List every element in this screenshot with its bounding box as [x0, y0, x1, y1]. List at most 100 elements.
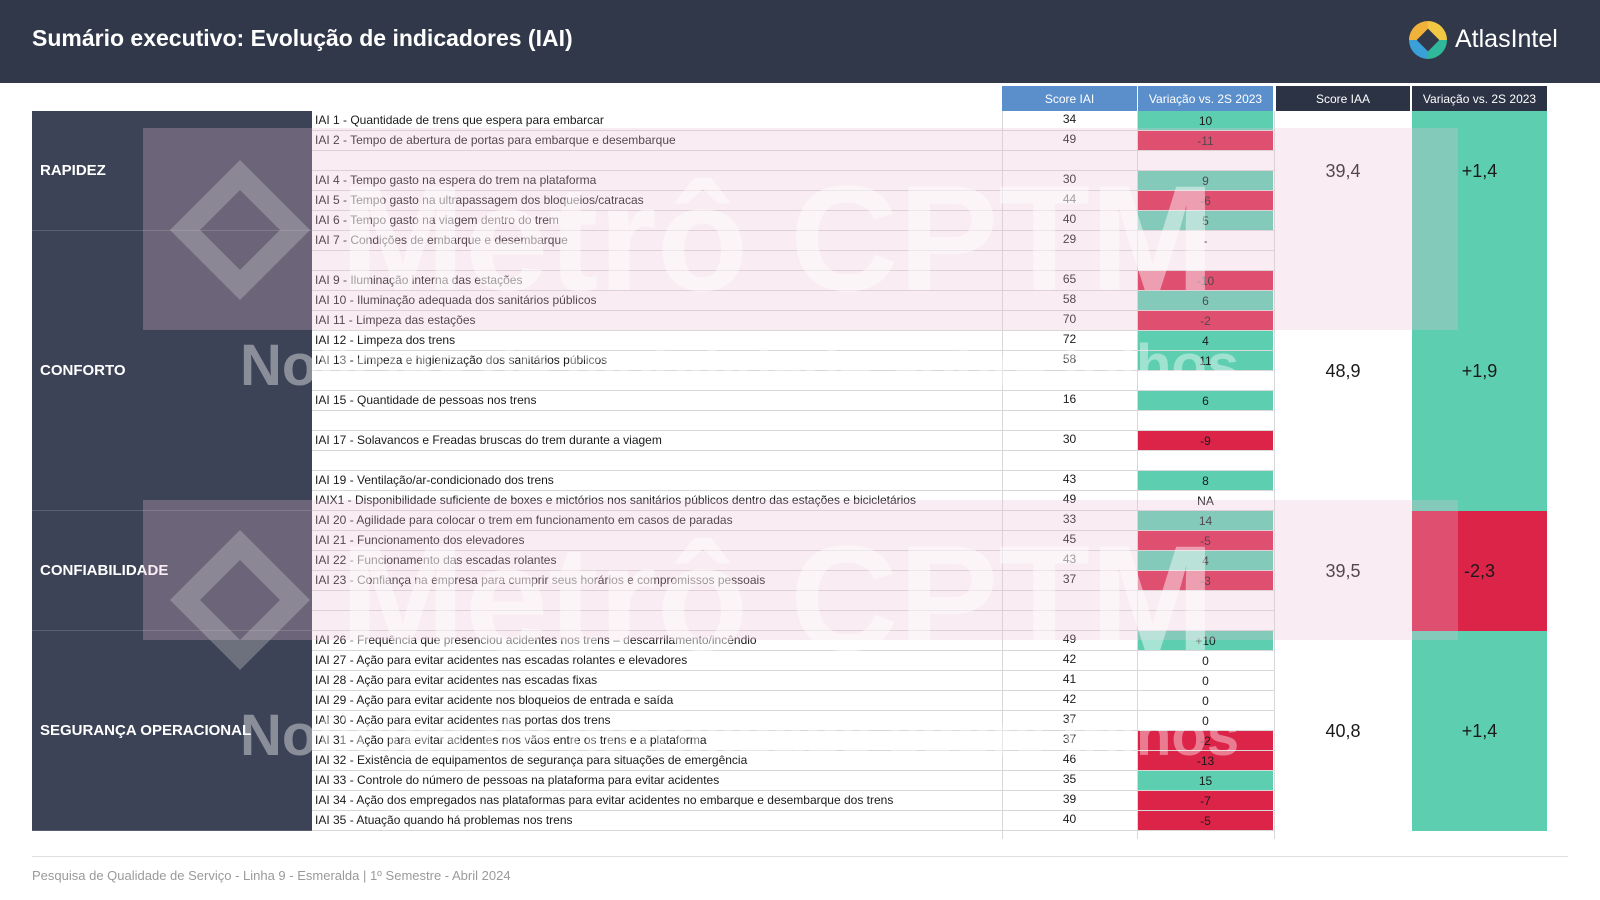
- indicator-score: 46: [1062, 752, 1077, 766]
- indicator-score: 30: [1062, 172, 1077, 186]
- indicator-variation: 0: [1202, 693, 1209, 708]
- column-header-variation-iaa: Variação vs. 2S 2023: [1412, 86, 1547, 111]
- indicator-label: IAI 19 - Ventilação/ar-condicionado dos …: [315, 473, 554, 487]
- indicator-variation: 4: [1138, 331, 1273, 350]
- atlasintel-logo: AtlasIntel: [1409, 21, 1569, 61]
- row-divider: [312, 650, 1275, 651]
- table-row: IAI 5 - Tempo gasto na ultrapassagem dos…: [312, 191, 1312, 211]
- indicator-variation: 5: [1138, 211, 1273, 230]
- indicator-label: IAI 22 - Funcionamento das escadas rolan…: [315, 553, 557, 567]
- table-row: IAI 7 - Condições de embarque e desembar…: [312, 231, 1312, 251]
- indicator-score: 41: [1062, 672, 1077, 686]
- row-divider: [312, 170, 1275, 171]
- row-divider: [312, 330, 1275, 331]
- indicator-label: IAI 31 - Ação para evitar acidentes nos …: [315, 733, 707, 747]
- indicator-variation: -7: [1138, 791, 1273, 810]
- indicator-label: IAI 26 - Frequência que presenciou acide…: [315, 633, 757, 647]
- table-row: [312, 611, 1312, 631]
- indicator-variation: [1138, 371, 1273, 390]
- indicator-label: IAIX1 - Disponibilidade suficiente de bo…: [315, 493, 916, 507]
- row-divider: [312, 750, 1275, 751]
- indicator-variation: [1138, 411, 1273, 430]
- category-rapidez: RAPIDEZ: [32, 111, 312, 231]
- indicator-variation: 0: [1202, 713, 1209, 728]
- variation-iaa-seguranca: +1,4: [1412, 631, 1547, 831]
- indicator-score: 30: [1062, 432, 1077, 446]
- table-row: [312, 371, 1312, 391]
- variation-iaa-confiabilidade: -2,3: [1412, 511, 1547, 631]
- page-title: Sumário executivo: Evolução de indicador…: [32, 25, 573, 51]
- indicator-score: 29: [1062, 232, 1077, 246]
- score-iaa-conforto: 48,9: [1325, 360, 1361, 381]
- column-header-variation-iai: Variação vs. 2S 2023: [1138, 86, 1273, 111]
- indicator-score: 34: [1062, 112, 1077, 126]
- indicator-label: IAI 29 - Ação para evitar acidente nos b…: [315, 693, 674, 707]
- indicator-label: IAI 11 - Limpeza das estações: [315, 313, 476, 327]
- indicator-label: IAI 12 - Limpeza dos trens: [315, 333, 456, 347]
- indicator-variation: -3: [1138, 571, 1273, 590]
- table-row: IAI 13 - Limpeza e higienização dos sani…: [312, 351, 1312, 371]
- indicator-variation: 11: [1138, 351, 1273, 370]
- indicator-variation: 8: [1138, 471, 1273, 490]
- table-row: [312, 151, 1312, 171]
- indicator-variation: -9: [1138, 431, 1273, 450]
- table-row: IAI 21 - Funcionamento dos elevadores 45 -…: [312, 531, 1312, 551]
- category-conforto: CONFORTO: [32, 231, 312, 511]
- indicator-variation: 9: [1138, 171, 1273, 190]
- indicator-variation: -5: [1138, 811, 1273, 830]
- indicator-label: IAI 7 - Condições de embarque e desembar…: [315, 233, 568, 247]
- indicator-score: 37: [1062, 712, 1077, 726]
- table-row: IAI 30 - Ação para evitar acidentes nas …: [312, 711, 1312, 731]
- table-row: IAI 9 - Iluminação interna das estações 6…: [312, 271, 1312, 291]
- indicator-score: 44: [1062, 192, 1077, 206]
- row-divider: [312, 670, 1275, 671]
- indicator-variation: [1138, 151, 1273, 170]
- table-row: IAI 31 - Ação para evitar acidentes nos …: [312, 731, 1312, 751]
- column-divider: [1274, 111, 1275, 839]
- column-divider: [1137, 111, 1138, 839]
- indicator-variation: 0: [1202, 653, 1209, 668]
- indicator-variation: -5: [1138, 531, 1273, 550]
- indicator-score: 42: [1062, 692, 1077, 706]
- indicator-variation: -6: [1138, 191, 1273, 210]
- table-row: IAI 2 - Tempo de abertura de portas para…: [312, 131, 1312, 151]
- indicator-score: 65: [1062, 272, 1077, 286]
- indicator-label: IAI 1 - Quantidade de trens que espera p…: [315, 113, 604, 127]
- indicator-score: 49: [1062, 132, 1077, 146]
- score-iaa-confiabilidade: 39,5: [1325, 560, 1361, 581]
- indicator-score: 70: [1062, 312, 1077, 326]
- score-iaa-seguranca: 40,8: [1325, 720, 1361, 741]
- row-divider: [312, 130, 1275, 131]
- table-row: IAI 33 - Controle do número de pessoas n…: [312, 771, 1312, 791]
- indicator-score: 58: [1062, 292, 1077, 306]
- indicator-score: 37: [1062, 572, 1077, 586]
- indicator-score: 39: [1062, 792, 1077, 806]
- indicator-score: 49: [1062, 492, 1077, 506]
- row-divider: [312, 590, 1275, 591]
- indicator-label: IAI 30 - Ação para evitar acidentes nas …: [315, 713, 611, 727]
- category-seguranca-operacional: SEGURANÇA OPERACIONAL: [32, 631, 312, 831]
- indicator-score: 33: [1062, 512, 1077, 526]
- indicator-variation: -11: [1138, 131, 1273, 150]
- row-divider: [312, 810, 1275, 811]
- table-row: IAI 35 - Atuação quando há problemas nos…: [312, 811, 1312, 831]
- row-divider: [312, 150, 1275, 151]
- indicator-label: IAI 2 - Tempo de abertura de portas para…: [315, 133, 676, 147]
- table-row: IAI 1 - Quantidade de trens que espera p…: [312, 111, 1312, 131]
- indicator-label: IAI 17 - Solavancos e Freadas bruscas do…: [315, 433, 662, 447]
- table-row: IAI 4 - Tempo gasto na espera do trem na…: [312, 171, 1312, 191]
- table-row: [312, 451, 1312, 471]
- table-row: IAI 23 - Confiança na empresa para cumpr…: [312, 571, 1312, 591]
- column-header-score-iai: Score IAI: [1002, 86, 1137, 111]
- indicator-variation: -10: [1138, 271, 1273, 290]
- row-divider: [312, 250, 1275, 251]
- row-divider: [312, 450, 1275, 451]
- indicator-score: 16: [1062, 392, 1077, 406]
- row-divider: [312, 770, 1275, 771]
- variation-iaa-rapidez: +1,4: [1412, 111, 1547, 231]
- indicator-label: IAI 23 - Confiança na empresa para cumpr…: [315, 573, 766, 587]
- table-row: IAI 10 - Iluminação adequada dos sanitár…: [312, 291, 1312, 311]
- indicator-label: IAI 13 - Limpeza e higienização dos sani…: [315, 353, 608, 367]
- table-row: IAI 28 - Ação para evitar acidentes nas …: [312, 671, 1312, 691]
